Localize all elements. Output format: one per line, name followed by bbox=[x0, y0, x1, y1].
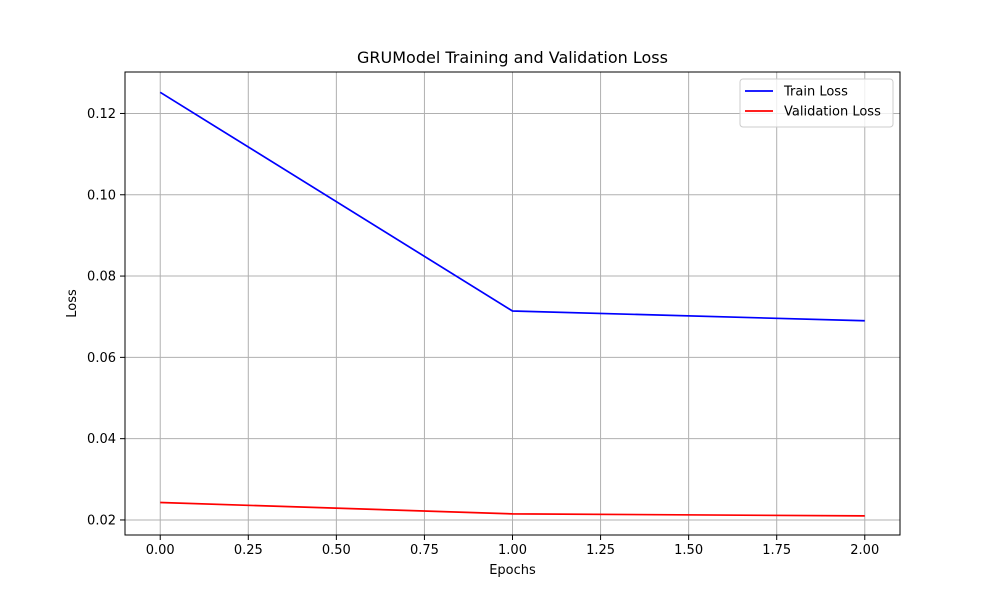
legend-box bbox=[739, 78, 894, 128]
y-tick-label: 0.04 bbox=[87, 432, 116, 447]
x-tick-label: 1.75 bbox=[762, 543, 791, 558]
grid bbox=[125, 72, 900, 535]
legend-label: Train Loss bbox=[783, 85, 848, 100]
x-tick-label: 1.25 bbox=[586, 543, 615, 558]
chart-title: GRUModel Training and Validation Loss bbox=[357, 48, 668, 67]
y-tick-label: 0.12 bbox=[87, 107, 116, 122]
x-tick-label: 1.00 bbox=[498, 543, 527, 558]
x-tick-label: 2.00 bbox=[850, 543, 879, 558]
legend: Train Loss Validation Loss bbox=[739, 78, 894, 128]
legend-label: Validation Loss bbox=[784, 105, 881, 120]
series-lines bbox=[159, 91, 865, 517]
y-tick-label: 0.06 bbox=[87, 351, 116, 366]
x-tick-label: 0.50 bbox=[322, 543, 351, 558]
x-tick-label: 1.50 bbox=[674, 543, 703, 558]
x-axis-label: Epochs bbox=[489, 563, 536, 578]
series-line-train-loss bbox=[159, 91, 865, 322]
y-tick-label: 0.10 bbox=[87, 188, 116, 203]
y-tick-label: 0.02 bbox=[87, 513, 116, 528]
x-tick-label: 0.00 bbox=[146, 543, 175, 558]
y-tick-label: 0.08 bbox=[87, 270, 116, 285]
x-tick-label: 0.25 bbox=[234, 543, 263, 558]
series-line-validation-loss bbox=[160, 501, 865, 517]
axis-ticks: 0.00 0.25 0.50 0.75 1.00 1.25 1.50 1.75 2.00 0.02… bbox=[87, 107, 879, 558]
y-axis-label: Loss bbox=[65, 289, 80, 318]
x-tick-label: 0.75 bbox=[410, 543, 439, 558]
